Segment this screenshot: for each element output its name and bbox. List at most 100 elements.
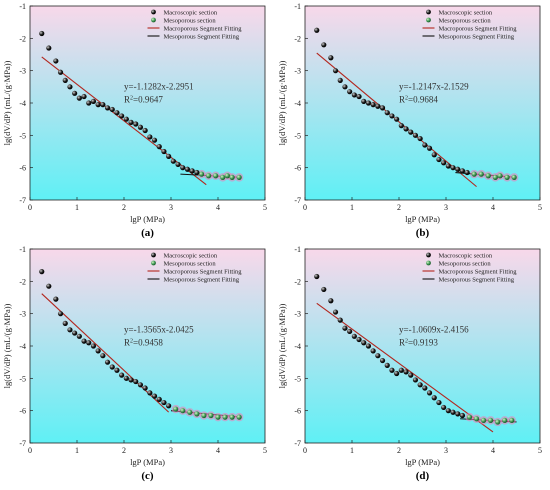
r-squared: R2=0.9684 bbox=[399, 94, 438, 104]
macroscopic-point bbox=[398, 367, 404, 373]
x-tick-label: 2 bbox=[122, 203, 126, 212]
fit-equation: y=-1.2147x-2.1529 bbox=[399, 81, 469, 91]
mesoporous-point bbox=[208, 412, 214, 419]
macroscopic-point bbox=[90, 343, 97, 349]
y-tick-label: -4 bbox=[294, 342, 301, 351]
macroscopic-point bbox=[408, 129, 414, 135]
macroscopic-point bbox=[412, 132, 419, 138]
macroscopic-point bbox=[67, 327, 73, 333]
legend-macro-fit-label: Macroporous Segment Fitting bbox=[439, 268, 518, 275]
mesoporous-point bbox=[495, 419, 501, 425]
mesoporous-point bbox=[502, 417, 508, 423]
panel-label: (b) bbox=[416, 227, 430, 239]
macroscopic-point bbox=[426, 390, 433, 396]
macroscopic-point bbox=[81, 93, 87, 100]
plot-frame bbox=[29, 5, 266, 201]
y-axis-title: lg(dV/dP) (mL/(g·MPa)) bbox=[2, 60, 12, 145]
macroscopic-point bbox=[189, 168, 195, 174]
chart-panel-b: 0 1 2 3 4 5 -7 -6 -5 -4 -3 -2 -1 Macroscopic section M… bbox=[275, 0, 550, 247]
plot-background bbox=[30, 6, 265, 200]
x-tick-label: 0 bbox=[28, 203, 32, 212]
chart-panel-c: 0 1 2 3 4 5 -7 -6 -5 -4 -3 -2 -1 Macroscopic section M… bbox=[0, 243, 275, 490]
mesoporous-point bbox=[222, 414, 228, 420]
macroscopic-point bbox=[342, 325, 348, 331]
macroscopic-point bbox=[76, 95, 82, 101]
plot-frame bbox=[304, 248, 541, 444]
r-squared: R2=0.9647 bbox=[124, 94, 163, 104]
macroscopic-point bbox=[328, 55, 334, 61]
mesoporous-point bbox=[201, 412, 207, 419]
macroscopic-point bbox=[464, 169, 470, 176]
macroscopic-point bbox=[119, 113, 125, 119]
macroscopic-point bbox=[431, 152, 437, 158]
macroscopic-point bbox=[147, 134, 153, 140]
y-tick-label: -3 bbox=[19, 310, 26, 319]
macroscopic-point bbox=[147, 390, 153, 396]
x-tick-label: 1 bbox=[75, 446, 79, 455]
y-tick-label: -7 bbox=[294, 196, 301, 205]
legend-mesoporous-label: Mesoporous section bbox=[439, 17, 492, 24]
macroscopic-point bbox=[379, 357, 386, 364]
y-tick-label: -3 bbox=[19, 67, 26, 76]
macroscopic-point bbox=[455, 166, 461, 172]
x-tick-label: 5 bbox=[263, 446, 267, 455]
legend-meso-fit-label: Mesoporous Segment Fitting bbox=[439, 33, 515, 40]
x-tick-label: 4 bbox=[216, 446, 220, 455]
macroscopic-point bbox=[412, 377, 419, 383]
macroscopic-point bbox=[170, 158, 176, 164]
mesoporous-point bbox=[180, 408, 186, 414]
macroscopic-point bbox=[67, 84, 73, 90]
macroscopic-point bbox=[441, 404, 447, 411]
y-axis-title: lg(dV/dP) (mL/(g·MPa)) bbox=[277, 303, 287, 388]
legend-mesoporous-marker bbox=[426, 260, 431, 266]
macroscopic-point bbox=[72, 330, 78, 336]
macroscopic-point bbox=[321, 42, 327, 48]
macroscopic-point bbox=[422, 385, 428, 391]
mesoporous-point bbox=[481, 417, 487, 423]
macroscopic-point bbox=[86, 100, 92, 106]
macroscopic-point bbox=[57, 311, 64, 317]
macroscopic-point bbox=[351, 92, 357, 98]
mesoporous-point bbox=[187, 409, 193, 415]
legend-macroscopic-marker bbox=[151, 252, 156, 258]
macroscopic-point bbox=[426, 145, 433, 151]
macroscopic-point bbox=[114, 367, 120, 373]
legend-meso-fit-label: Mesoporous Segment Fitting bbox=[164, 276, 240, 283]
legend-meso-fit-label: Mesoporous Segment Fitting bbox=[164, 33, 240, 40]
x-tick-label: 1 bbox=[350, 446, 354, 455]
macroscopic-point bbox=[104, 105, 111, 111]
legend-meso-fit-label: Mesoporous Segment Fitting bbox=[439, 276, 515, 283]
macroscopic-point bbox=[375, 103, 381, 109]
macroscopic-point bbox=[337, 317, 343, 323]
fit-equation: y=-1.1282x-2.2951 bbox=[124, 81, 194, 91]
x-tick-label: 0 bbox=[28, 446, 32, 455]
macroscopic-point bbox=[342, 84, 348, 90]
macroscopic-point bbox=[408, 372, 414, 378]
y-tick-label: -1 bbox=[19, 245, 26, 254]
panel-label: (a) bbox=[141, 227, 154, 239]
macroscopic-point bbox=[76, 333, 82, 339]
legend-macroscopic-marker bbox=[426, 252, 431, 258]
y-tick-label: -4 bbox=[19, 99, 26, 108]
mesoporous-point bbox=[194, 411, 200, 417]
mesoporous-point bbox=[224, 173, 230, 179]
macroscopic-point bbox=[133, 378, 139, 385]
macroscopic-point bbox=[137, 124, 144, 130]
legend-mesoporous-marker bbox=[151, 17, 156, 23]
legend-macroscopic-label: Macroscopic section bbox=[164, 252, 218, 259]
y-tick-label: -1 bbox=[294, 2, 301, 11]
y-tick-label: -5 bbox=[19, 131, 26, 140]
x-tick-label: 5 bbox=[263, 203, 267, 212]
macroscopic-point bbox=[361, 98, 367, 104]
mesoporous-point bbox=[466, 414, 473, 420]
macroscopic-point bbox=[161, 399, 167, 406]
macroscopic-point bbox=[128, 119, 134, 125]
y-tick-label: -6 bbox=[19, 164, 26, 173]
x-tick-label: 3 bbox=[169, 446, 173, 455]
mesoporous-point bbox=[478, 171, 484, 177]
macroscopic-point bbox=[441, 160, 447, 166]
legend-macroscopic-marker bbox=[426, 9, 431, 15]
